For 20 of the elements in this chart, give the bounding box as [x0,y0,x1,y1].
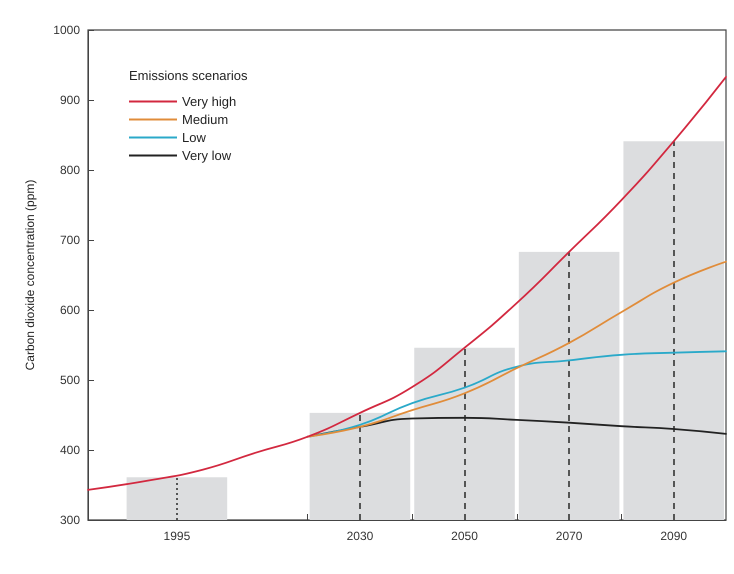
legend-title: Emissions scenarios [129,68,248,83]
y-tick-label: 700 [60,233,80,247]
y-tick-label: 500 [60,373,80,387]
y-axis-title: Carbon dioxide concentration (ppm) [23,180,37,370]
y-tick-label: 800 [60,163,80,177]
x-tick-label: 2030 [346,529,374,543]
x-tick-label: 2050 [451,529,478,543]
legend-label: Very low [182,148,232,163]
y-tick-label: 900 [60,93,80,107]
y-tick-label: 1000 [53,23,80,37]
line-series [306,260,727,438]
legend-label: Medium [182,112,228,127]
legend-label: Very high [182,94,236,109]
x-tick-label: 2090 [660,529,688,543]
x-tick-label: 1995 [164,529,191,543]
legend-label: Low [182,130,206,145]
y-tick-label: 300 [60,513,80,527]
y-tick-label: 400 [60,443,80,457]
y-tick-label: 600 [60,303,80,317]
x-tick-label: 2070 [556,529,583,543]
